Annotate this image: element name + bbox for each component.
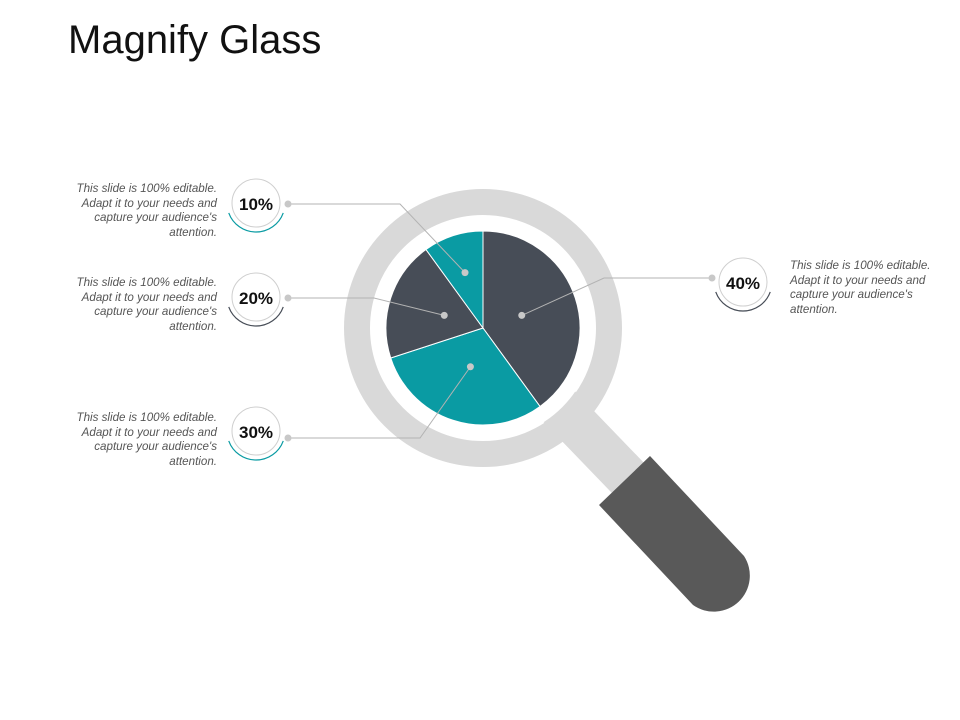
leader-lines	[284, 200, 716, 442]
pie-slice-30	[390, 327, 541, 426]
label-ring-30-arc	[228, 440, 284, 461]
pie-slice-20	[385, 248, 484, 359]
label-ring-10-arc	[228, 212, 284, 233]
leader-30-line	[288, 366, 471, 439]
label-rings	[228, 178, 771, 461]
slice-description-30: This slide is 100% editable. Adapt it to…	[76, 411, 218, 468]
label-ring-40-arc	[715, 291, 771, 312]
leader-10-start-dot	[461, 269, 469, 277]
leader-20-end-dot	[284, 294, 292, 302]
pie-slice-40	[482, 230, 581, 408]
leader-40-start-dot	[518, 311, 526, 319]
leader-20-start-dot	[440, 311, 448, 319]
pie-slice-10	[425, 230, 484, 330]
slice-label-40: 40%	[726, 274, 760, 293]
magnifier-handle	[532, 379, 750, 612]
leader-20-line	[288, 297, 445, 316]
leader-30-start-dot	[466, 363, 474, 371]
slice-label-10: 10%	[239, 195, 273, 214]
leader-10-line	[288, 203, 466, 273]
leader-40-end-dot	[708, 274, 716, 282]
label-ring-40-inner	[718, 257, 768, 307]
slice-label-30: 30%	[239, 423, 273, 442]
label-ring-30-inner	[231, 406, 281, 456]
label-ring-10-inner	[231, 178, 281, 228]
pie-slices	[385, 230, 581, 426]
leader-40-line	[521, 277, 712, 316]
label-ring-20-inner	[231, 272, 281, 322]
handle-grip	[599, 456, 750, 612]
leader-10-end-dot	[284, 200, 292, 208]
leader-30-end-dot	[284, 434, 292, 442]
slice-label-20: 20%	[239, 289, 273, 308]
lens-ring	[344, 189, 622, 467]
slide-title: Magnify Glass	[68, 18, 322, 62]
slice-description-40: This slide is 100% editable. Adapt it to…	[790, 259, 931, 316]
slice-description-20: This slide is 100% editable. Adapt it to…	[76, 276, 218, 333]
label-ring-20-arc	[228, 306, 284, 327]
slice-description-10: This slide is 100% editable. Adapt it to…	[76, 182, 218, 239]
